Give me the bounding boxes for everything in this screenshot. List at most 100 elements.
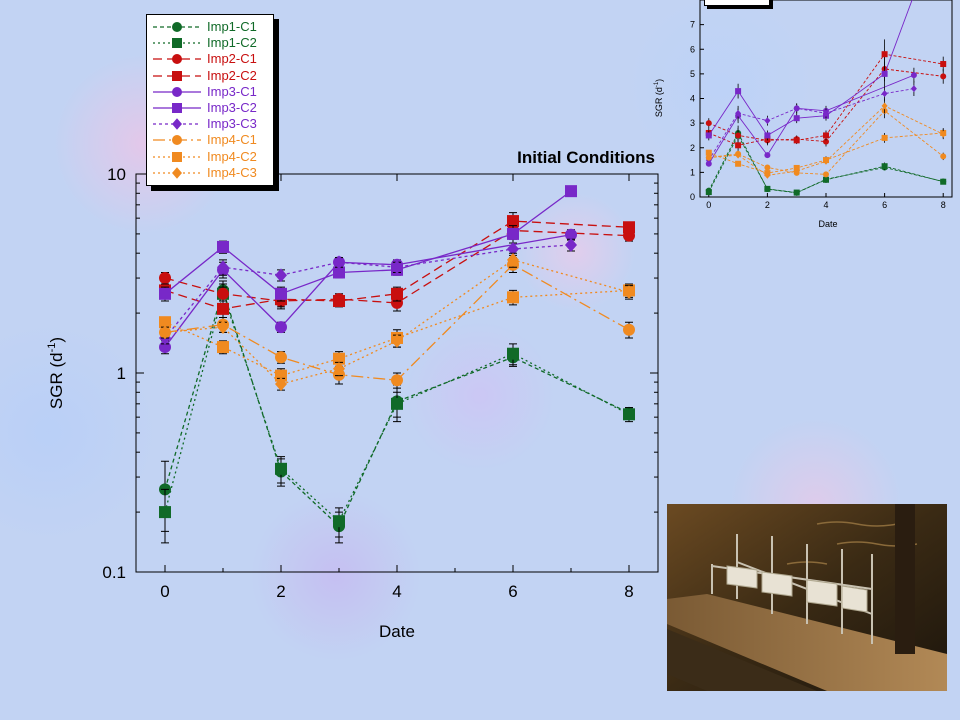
data-point (159, 506, 171, 519)
data-point (333, 255, 345, 270)
legend-marker (172, 103, 182, 113)
data-point (507, 242, 519, 256)
marina-photo (667, 504, 947, 691)
data-point (275, 287, 287, 300)
data-point (565, 185, 577, 198)
x-tick-label: 2 (276, 582, 285, 601)
data-point (275, 377, 287, 391)
chart-title: Initial Conditions (517, 148, 655, 167)
x-tick-label: 0 (160, 582, 169, 601)
series-group (159, 185, 635, 544)
legend-swatch (153, 38, 201, 49)
legend-label: Imp3-C2 (207, 100, 257, 115)
data-point (333, 361, 345, 376)
legend-swatch (153, 22, 201, 32)
legend-swatch (153, 70, 201, 81)
legend-marker (172, 38, 182, 49)
data-point (391, 333, 403, 348)
data-point (159, 325, 171, 340)
data-point (217, 302, 229, 315)
photo-piling (895, 504, 915, 654)
legend-label: Imp4-C3 (207, 164, 257, 180)
data-point (159, 316, 171, 329)
data-point (217, 320, 229, 335)
legend-entry: Imp1-C2 (147, 36, 273, 50)
data-point (391, 374, 403, 387)
data-point (333, 515, 345, 528)
legend-swatch (153, 135, 201, 146)
legend-label: Imp3-C1 (207, 83, 257, 99)
inset-legend-box (704, 0, 770, 6)
legend-marker (172, 86, 182, 97)
data-point (275, 462, 287, 475)
x-tick-label: 4 (392, 582, 401, 601)
legend-label: Imp2-C2 (207, 67, 257, 83)
legend-marker (172, 151, 182, 162)
legend-label: Imp2-C1 (207, 51, 257, 67)
legend-swatch (153, 167, 201, 179)
data-point (217, 260, 229, 275)
legend-swatch (153, 118, 201, 130)
legend-marker (172, 118, 182, 130)
legend-swatch (153, 151, 201, 162)
data-point (623, 408, 635, 421)
data-point (333, 295, 345, 308)
y-axis-title-main: SGR (d (47, 352, 66, 409)
data-point (391, 397, 403, 410)
data-point (623, 323, 635, 336)
y-axis-title: SGR (d-1) (46, 337, 66, 409)
legend-entry: Imp1-C1 (147, 20, 273, 34)
photo-dock-deck (667, 594, 947, 691)
series-line (164, 234, 572, 348)
legend-label: Imp1-C1 (207, 19, 257, 34)
x-axis-title: Date (379, 622, 415, 641)
legend-entry: Imp2-C1 (147, 52, 273, 66)
data-point (507, 253, 519, 267)
data-point (333, 266, 345, 279)
y-tick-label: 10 (107, 165, 126, 184)
data-point (391, 260, 403, 275)
series-Imp3-C2 (159, 185, 577, 302)
legend: Imp1-C1 Imp1-C2 Imp2-C1 Imp2-C2 Imp3-C1 Imp3-… (146, 14, 274, 186)
data-point (275, 268, 287, 283)
legend-entry: Imp2-C2 (147, 67, 273, 83)
legend-marker (172, 70, 182, 81)
data-point (623, 221, 635, 234)
legend-swatch (153, 54, 201, 65)
data-point (217, 341, 229, 354)
data-point (565, 228, 577, 241)
legend-marker (172, 167, 182, 179)
legend-label: Imp3-C3 (207, 116, 257, 132)
legend-entry: Imp4-C2 (147, 148, 273, 164)
data-point (217, 240, 229, 253)
axis-ticks: 0 2 4 6 8 0.1 1 10 (102, 165, 658, 601)
data-point (391, 296, 403, 309)
data-point (507, 227, 519, 240)
y-axis-title-sup: -1 (46, 343, 58, 353)
legend-entry: Imp4-C1 (147, 133, 273, 147)
legend-marker (172, 135, 182, 146)
series-Imp4-C3 (159, 252, 635, 391)
legend-label: Imp4-C2 (207, 148, 257, 164)
x-tick-label: 8 (624, 582, 633, 601)
data-point (623, 285, 635, 299)
data-point (275, 351, 287, 364)
data-point (217, 287, 229, 300)
y-axis-title-end: ) (47, 337, 66, 343)
photo-nets (726, 565, 868, 613)
data-point (507, 291, 519, 304)
legend-entry: Imp3-C2 (147, 101, 273, 115)
legend-swatch (153, 86, 201, 97)
legend-marker (172, 22, 182, 32)
legend-swatch (153, 103, 201, 113)
y-tick-label: 1 (117, 364, 126, 383)
y-tick-label: 0.1 (102, 563, 126, 582)
legend-entry: Imp3-C1 (147, 83, 273, 99)
data-point (565, 238, 577, 252)
legend-marker (172, 54, 182, 65)
data-point (391, 287, 403, 300)
legend-entry: Imp3-C3 (147, 117, 273, 131)
series-Imp1-C2 (159, 283, 635, 544)
data-point (159, 287, 171, 300)
